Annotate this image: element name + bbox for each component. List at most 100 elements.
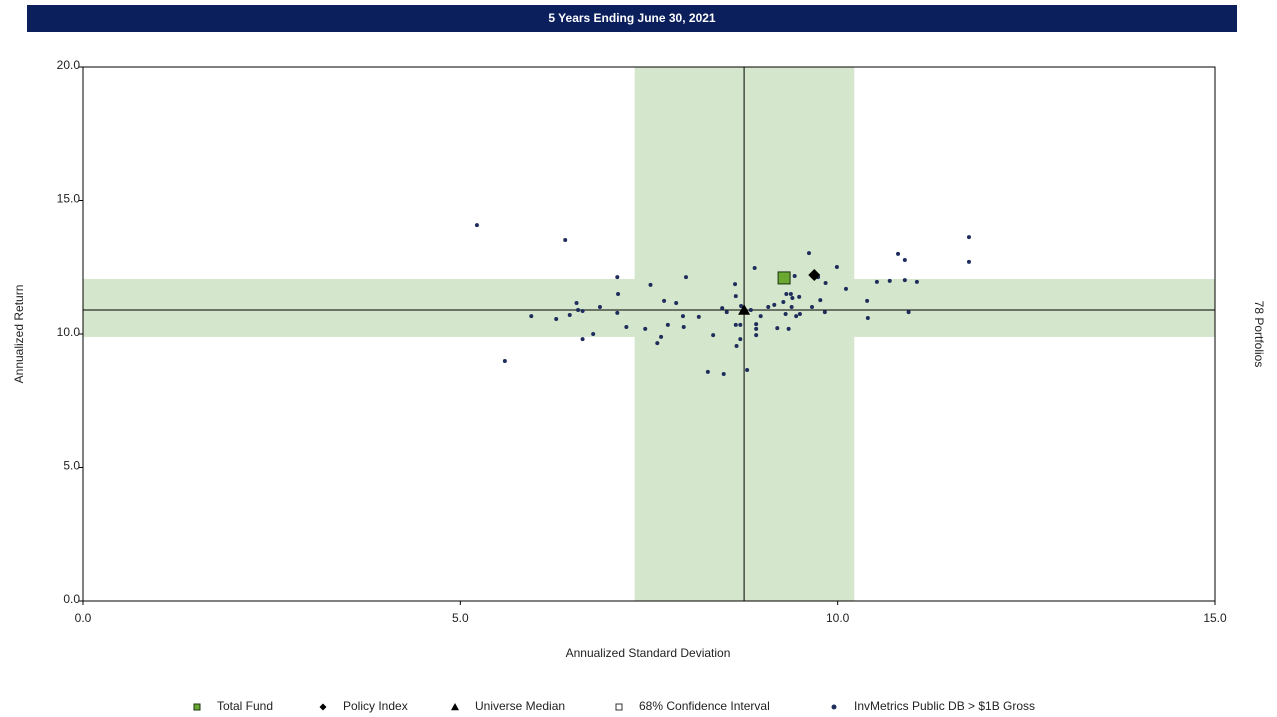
marker-dot bbox=[781, 299, 786, 304]
marker-dot bbox=[784, 291, 789, 296]
marker-dot bbox=[659, 334, 664, 339]
legend-label: Universe Median bbox=[475, 699, 565, 713]
marker-dot bbox=[734, 344, 739, 349]
marker-dot bbox=[786, 326, 791, 331]
marker-hollow-square bbox=[615, 703, 623, 711]
ci-band-y bbox=[83, 278, 1215, 337]
marker-dot bbox=[754, 326, 759, 331]
marker-dot bbox=[902, 278, 907, 283]
marker-dot bbox=[733, 322, 738, 327]
marker-dot bbox=[788, 291, 793, 296]
legend-label: InvMetrics Public DB > $1B Gross bbox=[854, 699, 1035, 713]
marker-dot bbox=[874, 279, 879, 284]
marker-dot bbox=[683, 275, 688, 280]
marker-dot bbox=[576, 307, 581, 312]
marker-dot bbox=[655, 341, 660, 346]
marker-dot bbox=[580, 337, 585, 342]
marker-dot bbox=[766, 305, 771, 310]
marker-dot bbox=[720, 306, 725, 311]
y-axis-label: Annualized Return bbox=[12, 285, 26, 384]
marker-dot bbox=[733, 294, 738, 299]
marker-dot bbox=[834, 264, 839, 269]
marker-dot bbox=[574, 301, 579, 306]
marker-square bbox=[193, 703, 201, 711]
y-tick-label: 5.0 bbox=[63, 459, 80, 473]
x-tick-label: 5.0 bbox=[452, 611, 469, 625]
marker-dot bbox=[748, 307, 753, 312]
marker-dot bbox=[738, 337, 743, 342]
marker-dot bbox=[902, 258, 907, 263]
chart-title: 5 Years Ending June 30, 2021 bbox=[548, 11, 716, 25]
marker-dot bbox=[643, 326, 648, 331]
marker-diamond bbox=[808, 268, 821, 281]
marker-dot bbox=[721, 372, 726, 377]
marker-dot bbox=[665, 322, 670, 327]
marker-dot bbox=[865, 315, 870, 320]
marker-dot bbox=[806, 251, 811, 256]
marker-dot bbox=[502, 358, 507, 363]
y-tick-label: 10.0 bbox=[57, 325, 81, 339]
marker-dot bbox=[615, 275, 620, 280]
x-tick-label: 15.0 bbox=[1203, 611, 1227, 625]
marker-dot bbox=[615, 310, 620, 315]
y-tick-label: 15.0 bbox=[57, 192, 81, 206]
marker-dot bbox=[724, 310, 729, 315]
x-tick-label: 10.0 bbox=[826, 611, 850, 625]
marker-diamond bbox=[319, 703, 327, 711]
marker-dot bbox=[616, 291, 621, 296]
marker-dot bbox=[794, 314, 799, 319]
legend-label: 68% Confidence Interval bbox=[639, 699, 770, 713]
marker-dot bbox=[705, 369, 710, 374]
marker-dot bbox=[758, 314, 763, 319]
marker-dot bbox=[896, 251, 901, 256]
side-label: 78 Portfolios bbox=[1252, 301, 1266, 368]
marker-dot bbox=[790, 295, 795, 300]
marker-dot bbox=[681, 325, 686, 330]
marker-dot bbox=[597, 305, 602, 310]
marker-dot bbox=[887, 278, 892, 283]
legend-label: Policy Index bbox=[343, 699, 408, 713]
marker-dot bbox=[567, 313, 572, 318]
marker-dot bbox=[474, 223, 479, 228]
legend-label: Total Fund bbox=[217, 699, 273, 713]
marker-dot bbox=[733, 282, 738, 287]
marker-triangle bbox=[738, 303, 751, 315]
marker-dot bbox=[914, 279, 919, 284]
marker-dot bbox=[772, 302, 777, 307]
x-tick-label: 0.0 bbox=[75, 611, 92, 625]
x-axis-label: Annualized Standard Deviation bbox=[566, 646, 731, 660]
marker-dot bbox=[754, 333, 759, 338]
marker-dot bbox=[580, 309, 585, 314]
y-tick-label: 20.0 bbox=[57, 58, 81, 72]
marker-triangle bbox=[451, 703, 459, 711]
marker-dot bbox=[789, 305, 794, 310]
marker-dot bbox=[783, 311, 788, 316]
marker-dot bbox=[674, 301, 679, 306]
marker-dot bbox=[680, 314, 685, 319]
marker-square bbox=[777, 271, 791, 285]
marker-dot bbox=[843, 286, 848, 291]
marker-dot bbox=[591, 332, 596, 336]
marker-dot bbox=[818, 298, 823, 303]
marker-dot bbox=[624, 325, 629, 330]
marker-dot bbox=[831, 704, 837, 710]
marker-dot bbox=[662, 298, 667, 303]
marker-dot bbox=[711, 333, 716, 338]
marker-dot bbox=[966, 235, 971, 240]
marker-dot bbox=[563, 238, 568, 243]
marker-dot bbox=[822, 310, 827, 315]
marker-dot bbox=[775, 326, 780, 331]
marker-dot bbox=[554, 317, 559, 322]
title-bar bbox=[27, 5, 1237, 32]
marker-dot bbox=[752, 266, 757, 271]
marker-dot bbox=[739, 303, 744, 308]
marker-dot bbox=[696, 314, 701, 319]
marker-dot bbox=[529, 314, 534, 319]
marker-dot bbox=[754, 322, 759, 327]
marker-dot bbox=[797, 311, 802, 316]
marker-dot bbox=[738, 322, 743, 327]
marker-dot bbox=[966, 259, 971, 264]
marker-dot bbox=[792, 274, 797, 279]
marker-dot bbox=[745, 368, 750, 373]
